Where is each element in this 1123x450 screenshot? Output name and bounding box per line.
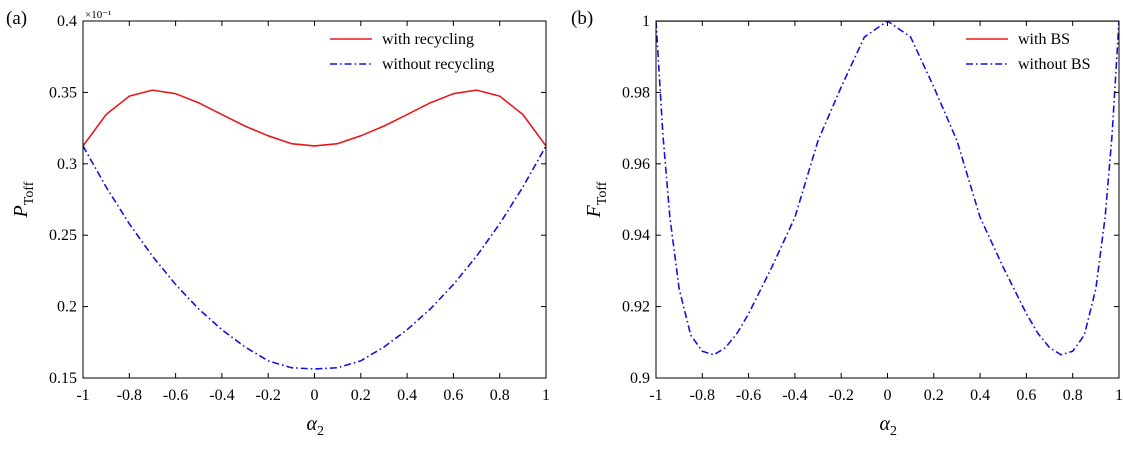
x-tick-label: -0.2 bbox=[829, 387, 854, 404]
y-tick-label: 0.94 bbox=[622, 227, 650, 244]
series-line-with-recycling bbox=[83, 89, 546, 147]
x-tick-label: 0.8 bbox=[1063, 387, 1083, 404]
legend-entry: with recycling bbox=[382, 31, 474, 48]
x-tick-label: 0.4 bbox=[397, 387, 417, 404]
x-tick-label: -0.8 bbox=[117, 387, 142, 404]
x-tick-label: -0.8 bbox=[690, 387, 715, 404]
y-tick-label: 0.9 bbox=[630, 370, 650, 387]
plot-frame bbox=[82, 20, 547, 379]
x-axis-label: α2 bbox=[307, 413, 325, 439]
x-axis-symbol: α bbox=[307, 413, 318, 435]
y-tick-label: 0.96 bbox=[622, 156, 650, 173]
x-tick-label: -0.6 bbox=[736, 387, 761, 404]
x-tick-label: -0.2 bbox=[256, 387, 281, 404]
y-tick-label: 0.92 bbox=[622, 299, 650, 316]
x-axis-subscript: 2 bbox=[317, 424, 324, 439]
x-tick-label: -1 bbox=[76, 387, 89, 404]
y-tick-label: 0.2 bbox=[57, 299, 77, 316]
x-axis-subscript: 2 bbox=[890, 424, 897, 439]
plot-frame bbox=[655, 20, 1120, 379]
x-tick-label: 0.8 bbox=[490, 387, 510, 404]
x-tick-label: 1 bbox=[542, 387, 550, 404]
panel-label: (b) bbox=[571, 8, 593, 29]
y-tick-label: 0.25 bbox=[49, 227, 77, 244]
x-tick-label: -0.6 bbox=[163, 387, 188, 404]
y-tick-label: 0.35 bbox=[49, 84, 77, 101]
x-axis-label: α2 bbox=[880, 413, 898, 439]
y-exponent-label: ×10⁻¹ bbox=[85, 9, 111, 21]
x-tick-label: 0 bbox=[884, 387, 892, 404]
x-tick-label: 0.4 bbox=[970, 387, 990, 404]
legend: with recycling without recycling bbox=[330, 31, 494, 73]
y-axis-subscript: Toff bbox=[22, 181, 37, 205]
x-tick-label: -1 bbox=[649, 387, 662, 404]
panel-label: (a) bbox=[6, 8, 27, 29]
y-tick-label: 0.15 bbox=[49, 370, 77, 387]
x-tick-label: 0.2 bbox=[924, 387, 944, 404]
y-tick-label: 0.3 bbox=[57, 156, 77, 173]
x-tick-label: -0.4 bbox=[209, 387, 234, 404]
x-tick-label: 0.2 bbox=[351, 387, 371, 404]
series-line-without-BS bbox=[656, 21, 1119, 356]
y-tick-label: 0.98 bbox=[622, 84, 650, 101]
y-axis-subscript: Toff bbox=[595, 181, 610, 205]
x-tick-label: 0 bbox=[311, 387, 319, 404]
x-tick-label: 0.6 bbox=[1016, 387, 1036, 404]
series-line-without-recycling bbox=[83, 145, 546, 370]
y-axis-symbol: P bbox=[10, 205, 32, 218]
y-tick-label: 1 bbox=[642, 13, 650, 30]
x-tick-label: 1 bbox=[1115, 387, 1123, 404]
legend-entry: without BS bbox=[1018, 56, 1090, 73]
y-axis-label: FToff bbox=[583, 181, 610, 218]
y-axis-symbol: F bbox=[583, 204, 605, 218]
legend-entry: without recycling bbox=[382, 56, 494, 73]
x-tick-label: -0.4 bbox=[782, 387, 807, 404]
y-tick-label: 0.4 bbox=[57, 13, 77, 30]
y-axis-label: PToff bbox=[10, 181, 37, 218]
x-axis-symbol: α bbox=[880, 413, 891, 435]
legend-entry: with BS bbox=[1018, 31, 1070, 48]
x-tick-label: 0.6 bbox=[443, 387, 463, 404]
panel-a: (a) -1 -0.8 -0.6 -0.4 -0.2 0 0.2 0.4 0.6 0.8 1 0.15 0… bbox=[6, 8, 550, 439]
legend: with BS without BS bbox=[966, 31, 1090, 73]
panel-b: (b) -1 -0.8 -0.6 -0.4 -0.2 0 0.2 0.4 0.6 0.8 1 0.9 0.… bbox=[571, 8, 1123, 439]
